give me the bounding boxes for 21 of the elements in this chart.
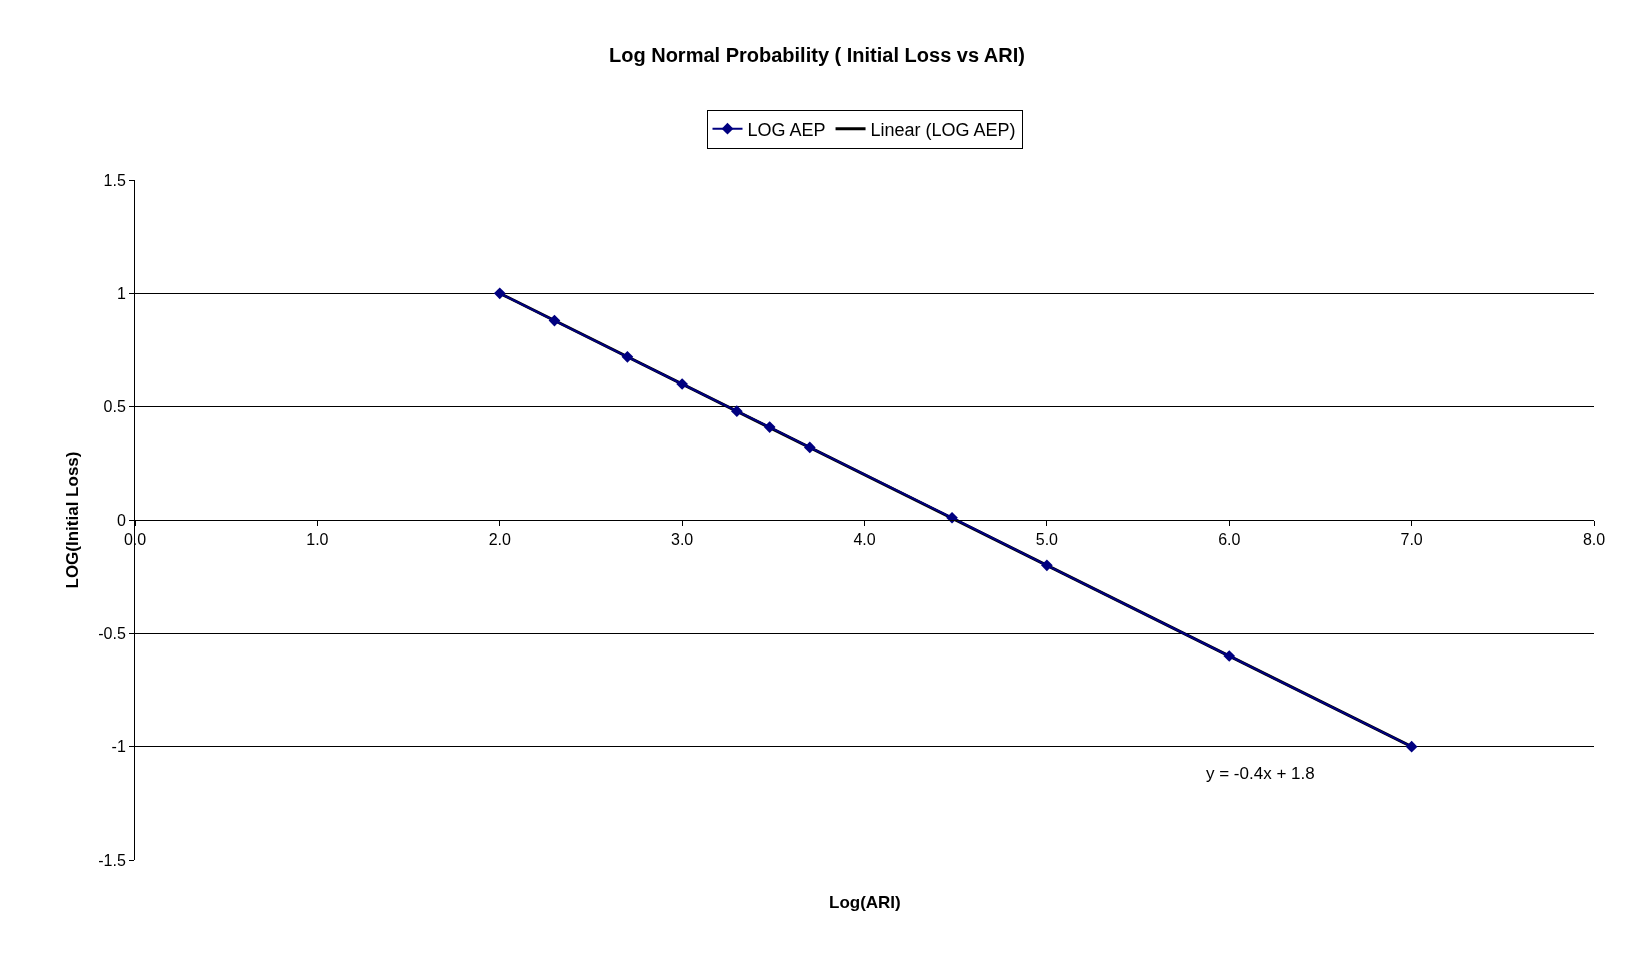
x-tick-label: 3.0 [671,531,694,549]
chart-title: Log Normal Probability ( Initial Loss vs ARI) [609,44,1025,67]
y-tick-label: 0.5 [103,398,126,416]
y-axis-title: LOG(Initial Loss) [62,451,82,589]
x-tick-label: 5.0 [1035,531,1059,549]
x-tick-label: 1.0 [306,531,329,549]
x-tick-label: 8.0 [1582,531,1606,549]
annotation: y = -0.4x + 1.8 [1206,764,1315,783]
x-tick-label: 2.0 [488,531,511,549]
y-tick-label: -0.5 [98,624,126,642]
y-tick-label: 0 [116,511,126,529]
y-tick-label: -1.5 [98,851,126,869]
y-tick-label: -1 [111,738,126,756]
x-tick-label: 4.0 [853,531,876,549]
y-tick-label: 1.5 [103,171,126,189]
x-tick-label: 6.0 [1218,531,1241,549]
x-tick-label: 7.0 [1400,531,1423,549]
legend-label: Linear (LOG AEP) [870,119,1016,140]
y-tick-label: 1 [116,284,126,302]
legend-label: LOG AEP [747,119,826,140]
x-axis-title: Log(ARI) [829,893,901,912]
